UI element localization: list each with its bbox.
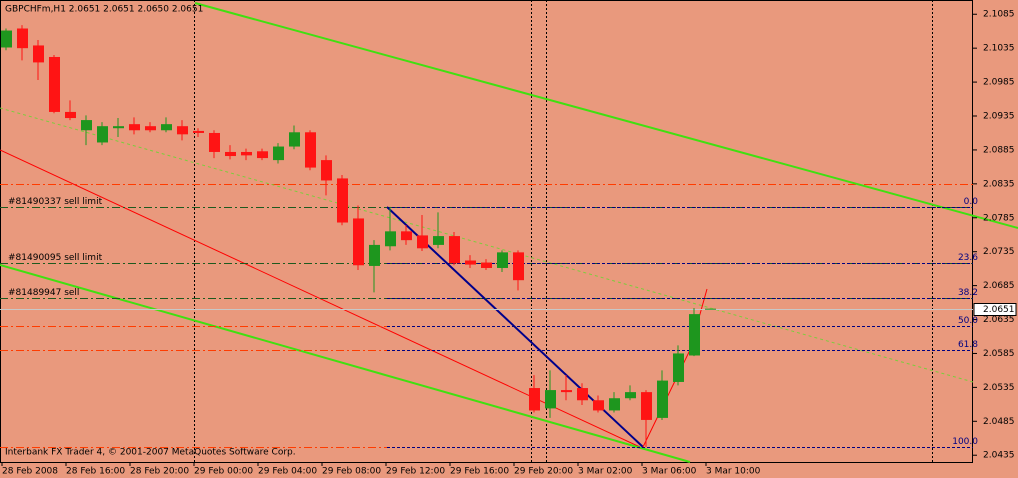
candle-body [449,236,460,264]
candle-body [1,30,12,48]
candle-body [17,28,28,49]
y-tick-label: 2.0735 [983,247,1015,257]
x-tick-label: 29 Feb 00:00 [194,467,253,477]
x-tick-label: 3 Mar 06:00 [642,467,697,477]
candle-body [353,218,364,266]
y-tick-label: 2.0885 [983,145,1015,155]
candle-body [513,252,524,281]
y-tick-label: 2.0935 [983,112,1015,122]
order-label: #81490337 sell limit [8,197,103,207]
candle-body [561,390,572,393]
candle-body [113,126,124,129]
x-tick-label: 29 Feb 04:00 [258,467,317,477]
candle-body [33,45,44,63]
candle-body [369,244,380,266]
candle-body [625,392,636,399]
candle-body [305,132,316,168]
candle-body [673,353,684,382]
channel-line [194,2,1018,229]
plot-frame [0,0,973,463]
y-tick-label: 2.0835 [983,179,1015,189]
y-tick-label: 2.0635 [983,315,1015,325]
candle-body [65,111,76,119]
y-tick-label: 2.0585 [983,349,1015,359]
y-tick-label: 2.0985 [983,78,1015,88]
x-tick-label: 28 Feb 2008 [2,467,58,477]
x-tick-label: 28 Feb 16:00 [66,467,125,477]
current-price-box [973,303,1017,316]
x-tick-label: 28 Feb 20:00 [130,467,189,477]
y-tick-label: 2.1085 [983,10,1015,20]
candle-body [481,262,492,268]
footer: Interbank FX Trader 4, © 2001-2007 MetaQ… [5,448,296,458]
candle-body [497,252,508,268]
y-tick-label: 2.0785 [983,213,1015,223]
fibo-label: 38.2 [958,288,978,298]
x-tick-label: 29 Feb 20:00 [514,467,573,477]
candle-body [81,120,92,131]
candle-body [49,56,60,112]
fibo-label: 61.8 [958,340,978,350]
channel-line [0,264,691,463]
candle-body [289,132,300,147]
candle-body [689,314,700,356]
x-tick-label: 29 Feb 16:00 [450,467,509,477]
candle-body [657,380,668,418]
candle-body [257,151,268,159]
order-label: #81489947 sell [8,288,79,298]
x-tick-label: 3 Mar 02:00 [578,467,633,477]
fibo-label: 100.0 [952,437,978,447]
candle-body [577,388,588,401]
candle-body [273,146,284,161]
x-tick-label: 29 Feb 08:00 [322,467,381,477]
y-tick-label: 2.0535 [983,383,1015,393]
candle-body [545,390,556,409]
candle-body [593,400,604,411]
candle-body [337,178,348,223]
candle-body [209,132,220,152]
candle-body [145,126,156,131]
candle-body [225,151,236,157]
fibo-label: 0.0 [964,197,979,207]
candle-body [401,231,412,241]
y-tick-label: 2.1035 [983,44,1015,54]
current-price-label: 2.0651 [983,305,1015,315]
period-separators [194,0,933,462]
candle-body [385,231,396,247]
candle-body [161,124,172,131]
candle-body [529,388,540,411]
trend-line [0,107,974,383]
fibo-label: 23.6 [958,253,978,263]
y-tick-label: 2.0485 [983,417,1015,427]
candle-body [465,260,476,265]
candle-body [97,126,108,143]
candle-body [609,398,620,411]
candle-body [705,308,716,310]
candle-body [129,124,140,131]
order-label: #81490095 sell limit [8,253,103,263]
y-tick-label: 2.0435 [983,451,1015,461]
candle-body [641,392,652,420]
candle-body [417,235,428,249]
y-tick-label: 2.0685 [983,281,1015,291]
candle-body [193,130,204,133]
candle-body [321,160,332,181]
candle-body [241,151,252,156]
candle-body [177,126,188,135]
chart-title: GBPCHFm,H1 2.0651 2.0651 2.0650 2.0651 [5,5,203,15]
candle-body [433,236,444,245]
fibo-label: 50.0 [958,316,978,326]
x-tick-label: 3 Mar 10:00 [706,467,761,477]
x-tick-label: 29 Feb 12:00 [386,467,445,477]
